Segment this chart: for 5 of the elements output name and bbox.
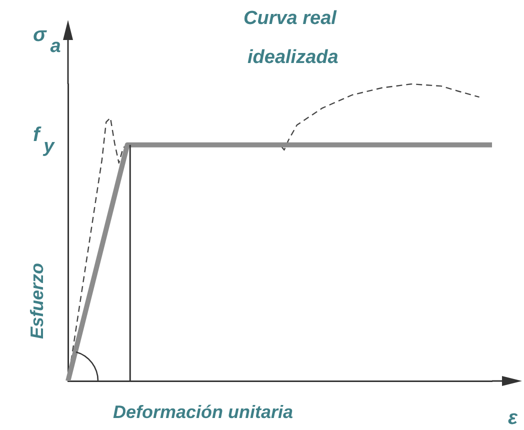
y-axis-title: Esfuerzo xyxy=(26,262,47,340)
x-axis-title: Deformación unitaria xyxy=(112,402,294,422)
text: ε xyxy=(508,407,518,429)
text: Curva real xyxy=(244,8,336,28)
text: idealizada xyxy=(248,46,338,68)
